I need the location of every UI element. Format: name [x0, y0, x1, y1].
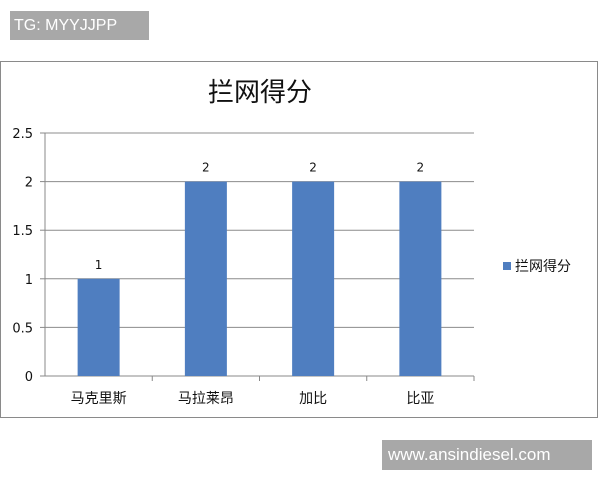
x-tick-label: 马克里斯 [71, 391, 127, 407]
data-label: 2 [202, 161, 210, 175]
x-tick-label: 比亚 [406, 391, 434, 407]
header-tag: TG: MYYJJPP [10, 11, 149, 40]
data-label: 2 [309, 161, 317, 175]
y-tick-label: 2 [25, 176, 33, 191]
footer-site: www.ansindiesel.com [382, 440, 592, 470]
chart-frame [0, 61, 598, 418]
y-tick-label: 1.5 [12, 224, 33, 239]
y-tick-label: 1 [25, 273, 33, 288]
legend-label: 拦网得分 [515, 259, 571, 275]
y-tick-label: 0.5 [12, 321, 33, 336]
bar [77, 278, 120, 376]
data-label: 2 [417, 161, 425, 175]
chart-title: 拦网得分 [207, 78, 312, 108]
data-label: 1 [95, 258, 103, 272]
x-tick-label: 加比 [299, 391, 327, 407]
legend: 拦网得分 [503, 256, 571, 276]
bar [292, 181, 335, 376]
y-tick-label: 2.5 [12, 127, 33, 142]
y-tick-label: 0 [25, 370, 33, 385]
bar [399, 181, 442, 376]
legend-swatch [503, 262, 511, 270]
x-tick-label: 马拉莱昂 [178, 391, 234, 407]
bar [184, 181, 227, 376]
